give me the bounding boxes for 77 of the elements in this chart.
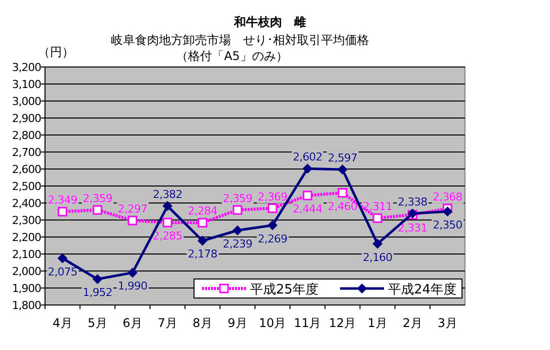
x-tick-label: 2月 [402,316,422,330]
y-tick-label: 2,400 [12,197,42,210]
x-tick-label: 4月 [52,316,72,330]
data-label: 2,178 [188,248,218,261]
point [58,253,68,264]
data-label: 2,359 [82,192,113,205]
data-label: 2,444 [292,202,323,216]
x-tick-label: 7月 [158,316,178,330]
x-tick-label: 5月 [88,316,108,330]
legend-label: 平成24年度 [388,282,457,298]
point [232,205,242,215]
y-tick-label: 2,200 [12,231,42,244]
data-label: 2,368 [432,190,463,204]
y-axis-title: （円） [38,45,74,59]
chart-title: 和牛枝肉 雌 [233,15,306,29]
data-label: 2,349 [48,194,78,207]
x-tick-label: 6月 [122,316,142,330]
y-tick-label: 3,100 [12,78,42,91]
data-label: 2,359 [222,192,253,205]
x-tick-label: 8月 [192,316,212,330]
point [58,206,68,216]
data-label: 2,369 [258,190,288,204]
y-tick-label: 2,000 [12,265,42,278]
point [198,236,208,246]
x-tick-label: 9月 [228,316,248,330]
point [128,216,138,226]
data-label: 2,338 [398,196,428,209]
point [162,201,172,212]
point [92,274,102,284]
point [302,164,312,174]
point [162,218,172,228]
data-label: 2,269 [258,232,288,246]
point [372,238,382,249]
x-tick-label: 3月 [438,316,458,330]
point [128,268,138,278]
data-label: 2,460 [328,200,358,213]
x-tick-label: 11月 [294,316,322,330]
point [232,225,242,236]
y-tick-label: 1,900 [12,282,42,295]
data-label: 2,297 [118,202,148,216]
data-label: 2,382 [152,188,182,202]
text: （格付「A5」のみ） [176,49,288,63]
chart-subtitle: 岐阜食肉地方卸売市場 せり･相対取引平均価格 [111,33,369,47]
data-label: 2,075 [48,265,78,278]
point [268,220,278,230]
data-label: 2,311 [362,200,392,214]
data-label: 2,160 [362,250,393,264]
point [198,218,208,228]
legend-label: 平成25年度 [250,282,319,298]
data-label: 2,239 [222,237,253,250]
y-tick-label: 2,900 [12,112,42,125]
data-label: 2,285 [152,230,183,243]
point [442,206,452,216]
y-tick-label: 2,600 [12,163,42,176]
y-tick-label: 2,700 [12,146,42,159]
point [338,164,348,175]
data-label: 1,990 [118,280,148,293]
data-label: 1,952 [82,286,112,300]
point [302,190,312,200]
y-tick-label: 2,100 [12,248,42,261]
y-tick-label: 3,200 [12,61,42,74]
data-label: 2,284 [188,204,218,218]
point [268,204,278,214]
y-tick-label: 1,800 [12,299,42,312]
x-tick-label: 10月 [258,316,286,330]
y-tick-label: 2,800 [12,129,42,142]
y-tick-label: 3,000 [12,95,42,108]
y-tick-label: 2,300 [12,214,42,227]
data-label: 2,350 [432,218,463,232]
x-tick-label: 12月 [328,316,356,330]
data-label: 2,597 [328,152,358,165]
x-tick-label: 1月 [368,316,388,330]
point [372,213,382,223]
y-tick-label: 2,500 [12,180,42,193]
point [338,188,348,198]
data-label: 2,602 [292,150,322,164]
point [92,205,102,215]
